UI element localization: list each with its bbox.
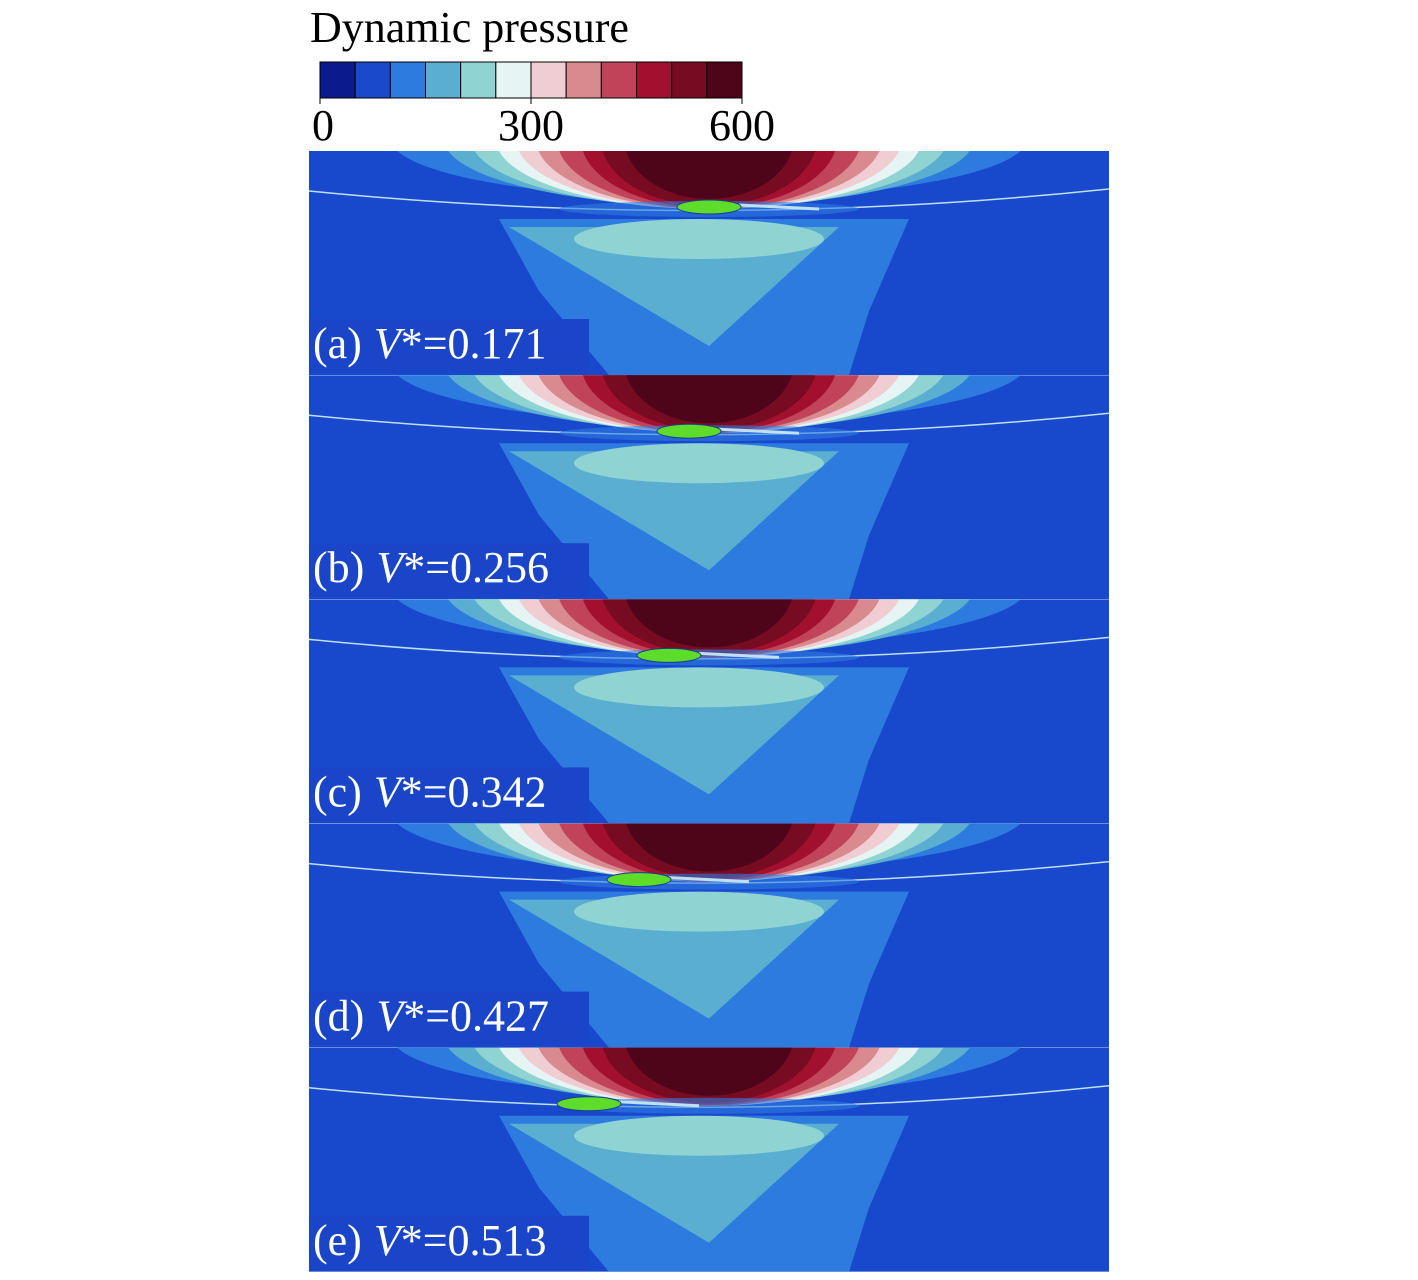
label-box [309,991,589,1046]
panel-tag: (d) [313,992,364,1041]
panel: (c) V*=0.342 [309,517,1109,823]
wake [698,651,780,659]
panel-label: (a) V*=0.171 [313,319,547,368]
panel: (d) V*=0.427 [309,742,1109,1048]
wake [618,1100,700,1108]
panel-label: (e) V*=0.513 [313,1216,547,1265]
panel-tag: (b) [313,543,364,592]
wake [738,203,820,211]
panel-label: (c) V*=0.342 [313,767,547,816]
colorbar-tick-label: 300 [498,101,564,150]
colorbar-band [425,61,462,99]
colorbar-band [354,61,391,99]
panel-tag: (c) [313,767,362,816]
panel: (b) V*=0.256 [309,293,1109,599]
panel-label: (d) V*=0.427 [313,992,549,1041]
colorbar-band [530,61,567,99]
colorbar-band [671,61,708,99]
colorbar-band [565,61,602,99]
panel-value: *=0.513 [401,1216,547,1265]
body [606,872,672,888]
label-box [309,543,589,598]
label-box [309,767,589,822]
panel-symbol: V [376,992,408,1041]
panel-tag: (a) [313,319,362,368]
body [636,647,702,663]
panel-symbol: V [376,543,408,592]
panel-tag: (e) [313,1216,362,1265]
wake [668,876,750,884]
label-box [309,1215,589,1270]
colorbar-band [319,61,356,99]
colorbar-tick-label: 600 [709,101,775,150]
colorbar: 0 300 600 [312,61,775,150]
colorbar-tick-label: 0 [312,101,334,150]
body [656,423,722,439]
panels: (a) V*=0.171(b) V*=0.256(c) V*=0.342(d) V*=0… [309,69,1109,1272]
body [556,1096,622,1112]
panel-value: *=0.427 [403,992,549,1041]
colorbar-band [495,61,532,99]
colorbar-band [460,61,497,99]
panel-value: *=0.256 [403,543,549,592]
panel: (e) V*=0.513 [309,966,1109,1272]
panel-symbol: V [374,767,406,816]
wake [718,427,800,435]
colorbar-band [389,61,427,99]
panel: (a) V*=0.171 [309,69,1109,375]
colorbar-band [600,61,637,99]
panel-label: (b) V*=0.256 [313,543,549,592]
body [676,199,742,215]
colorbar-band [706,61,743,99]
colorbar-title: Dynamic pressure [310,3,629,52]
panel-value: *=0.342 [401,767,547,816]
panel-value: *=0.171 [401,319,547,368]
colorbar-band [636,61,673,99]
label-box [309,319,589,373]
panel-symbol: V [374,319,406,368]
panel-symbol: V [374,1216,406,1265]
